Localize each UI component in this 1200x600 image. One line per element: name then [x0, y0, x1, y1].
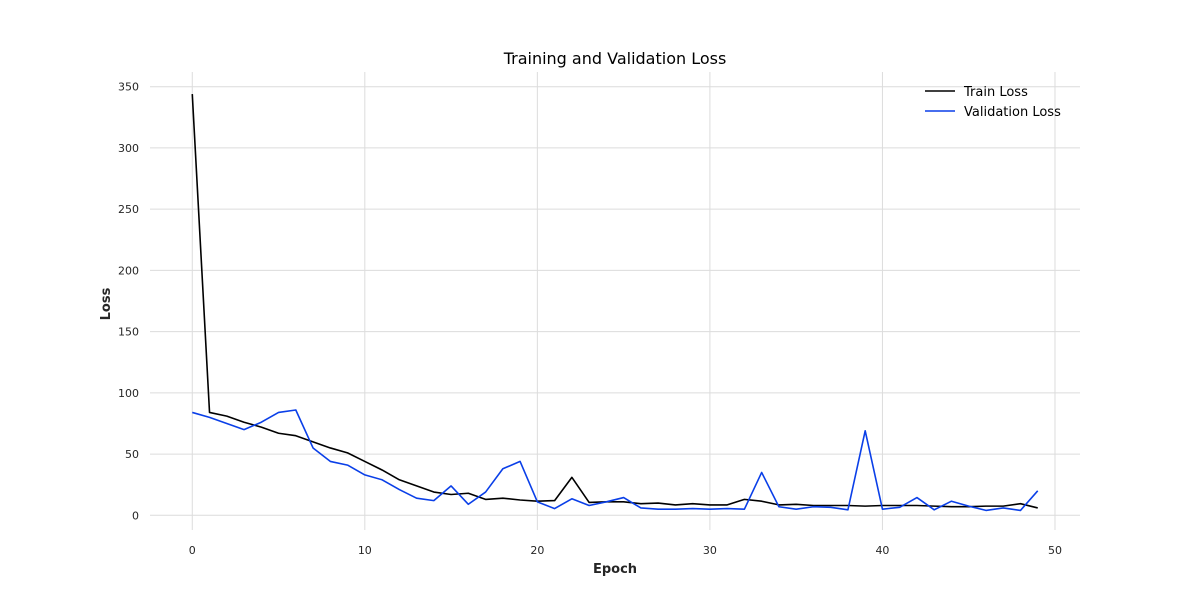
y-tick-label: 200	[118, 264, 139, 277]
y-tick-label: 50	[125, 448, 139, 461]
legend-label-validation-loss: Validation Loss	[964, 105, 1061, 120]
series	[191, 93, 1039, 512]
x-tick-label: 50	[1048, 544, 1062, 557]
x-tick-label: 10	[358, 544, 372, 557]
y-tick-labels: 0 50 100 150 200 250 300 350	[118, 81, 139, 523]
x-tick-label: 20	[530, 544, 544, 557]
chart-title: Training and Validation Loss	[503, 49, 727, 68]
y-tick-label: 150	[118, 326, 139, 339]
y-axis-label: Loss	[99, 287, 114, 320]
x-tick-label: 40	[875, 544, 889, 557]
grid	[150, 72, 1080, 530]
x-tick-labels: 0 10 20 30 40 50	[189, 544, 1062, 557]
legend-label-train-loss: Train Loss	[963, 85, 1028, 100]
x-axis-label: Epoch	[593, 562, 637, 577]
series-line-train-loss	[191, 93, 1038, 509]
y-tick-label: 250	[118, 203, 139, 216]
legend: Train Loss Validation Loss	[925, 85, 1061, 120]
series-line-validation-loss	[192, 409, 1039, 512]
x-tick-label: 0	[189, 544, 196, 557]
x-tick-label: 30	[703, 544, 717, 557]
y-tick-label: 0	[132, 509, 139, 522]
y-tick-label: 300	[118, 142, 139, 155]
y-tick-label: 350	[118, 81, 139, 94]
y-tick-label: 100	[118, 387, 139, 400]
